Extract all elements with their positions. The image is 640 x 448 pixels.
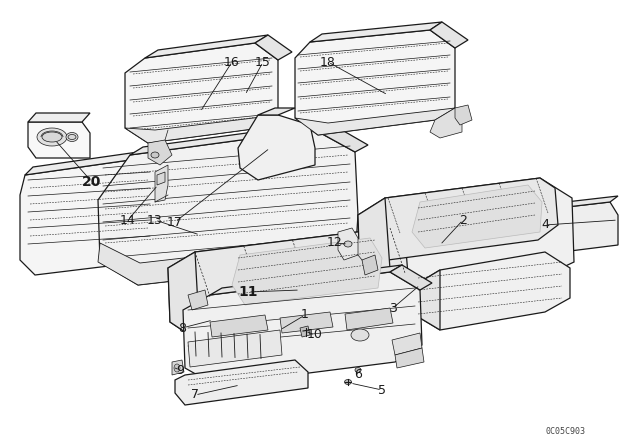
Polygon shape	[98, 130, 358, 285]
Polygon shape	[188, 330, 282, 367]
Polygon shape	[28, 113, 90, 122]
Text: 12: 12	[327, 237, 343, 250]
Text: 6: 6	[354, 369, 362, 382]
Polygon shape	[392, 333, 422, 355]
Text: 11: 11	[238, 285, 258, 299]
Text: 1: 1	[301, 309, 309, 322]
Text: 8: 8	[178, 322, 186, 335]
Text: 13: 13	[147, 214, 163, 227]
Polygon shape	[358, 198, 392, 298]
Polygon shape	[172, 360, 184, 375]
Polygon shape	[370, 178, 558, 260]
Ellipse shape	[174, 364, 180, 372]
Text: 4: 4	[541, 219, 549, 232]
Polygon shape	[362, 255, 378, 275]
Polygon shape	[258, 108, 295, 115]
Polygon shape	[175, 360, 308, 405]
Text: 5: 5	[378, 383, 386, 396]
Polygon shape	[168, 252, 200, 342]
Polygon shape	[280, 312, 333, 333]
Polygon shape	[315, 122, 368, 152]
Text: 2: 2	[459, 214, 467, 227]
Ellipse shape	[68, 134, 76, 139]
Ellipse shape	[344, 379, 351, 384]
Ellipse shape	[351, 329, 369, 341]
Ellipse shape	[66, 133, 78, 142]
Polygon shape	[430, 108, 462, 138]
Polygon shape	[98, 238, 358, 285]
Polygon shape	[210, 265, 402, 295]
Text: 3: 3	[389, 302, 397, 314]
Text: 7: 7	[191, 388, 199, 401]
Polygon shape	[295, 108, 455, 135]
Polygon shape	[345, 308, 393, 330]
Polygon shape	[210, 315, 268, 337]
Text: 0C05C903: 0C05C903	[545, 427, 585, 436]
Polygon shape	[558, 196, 618, 208]
Ellipse shape	[355, 367, 361, 372]
Polygon shape	[295, 30, 455, 135]
Polygon shape	[238, 115, 315, 180]
Text: 14: 14	[120, 214, 136, 227]
Text: 20: 20	[83, 175, 102, 189]
Polygon shape	[555, 202, 618, 252]
Polygon shape	[310, 22, 442, 42]
Ellipse shape	[37, 128, 67, 146]
Polygon shape	[358, 178, 574, 298]
Text: 10: 10	[307, 328, 323, 341]
Polygon shape	[182, 228, 408, 314]
Polygon shape	[28, 122, 90, 158]
Polygon shape	[130, 122, 328, 155]
Polygon shape	[145, 35, 268, 58]
Polygon shape	[125, 115, 278, 143]
Polygon shape	[300, 326, 310, 337]
Polygon shape	[395, 348, 424, 368]
Polygon shape	[130, 152, 162, 172]
Polygon shape	[390, 265, 432, 290]
Text: 16: 16	[224, 56, 240, 69]
Polygon shape	[412, 185, 542, 248]
Polygon shape	[157, 172, 165, 185]
Polygon shape	[168, 228, 422, 342]
Text: 18: 18	[320, 56, 336, 69]
Polygon shape	[338, 228, 358, 260]
Polygon shape	[125, 43, 278, 143]
Text: 15: 15	[255, 56, 271, 69]
Text: 9: 9	[176, 363, 184, 376]
Polygon shape	[183, 272, 422, 385]
Polygon shape	[188, 290, 208, 310]
Polygon shape	[25, 152, 138, 175]
Polygon shape	[255, 35, 292, 60]
Polygon shape	[148, 140, 172, 165]
Polygon shape	[415, 252, 570, 330]
Polygon shape	[455, 105, 472, 125]
Polygon shape	[430, 22, 468, 48]
Polygon shape	[20, 160, 160, 275]
Ellipse shape	[151, 152, 159, 158]
Ellipse shape	[344, 241, 352, 247]
Polygon shape	[155, 165, 168, 202]
Polygon shape	[415, 270, 440, 330]
Text: 17: 17	[167, 215, 183, 228]
Polygon shape	[232, 238, 382, 305]
Ellipse shape	[42, 132, 62, 142]
